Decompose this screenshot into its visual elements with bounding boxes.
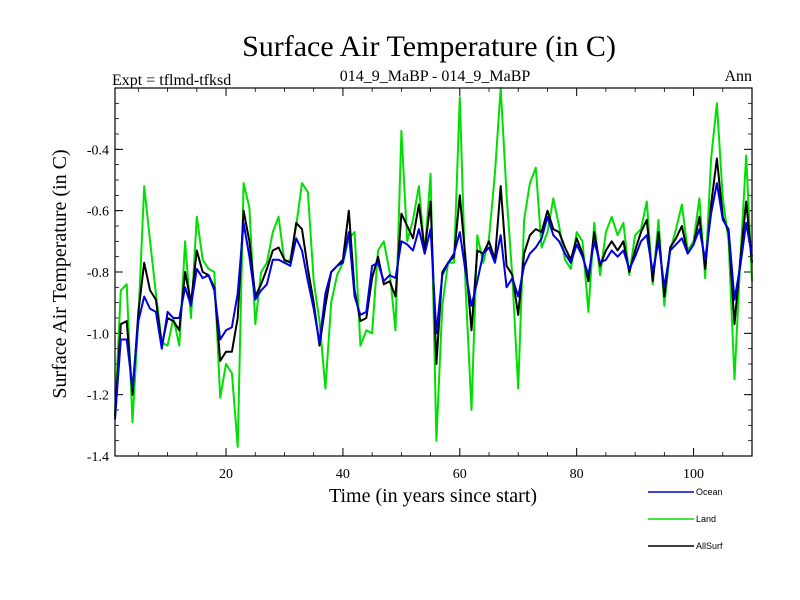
series-line-ocean (114, 182, 753, 420)
x-axis-title: Time (in years since start) (329, 485, 537, 507)
y-tick-label: -1.0 (87, 327, 109, 342)
legend: Ocean Land AllSurf (648, 487, 723, 551)
y-tick-label: -0.4 (87, 143, 109, 158)
legend-label-allsurf: AllSurf (696, 541, 723, 551)
legend-label-ocean: Ocean (696, 487, 723, 497)
y-tick-label: -1.4 (87, 450, 109, 465)
chart-title: Surface Air Temperature (in C) (242, 30, 616, 63)
series-group (114, 87, 753, 448)
x-tick-label: 60 (453, 467, 467, 482)
axis-tick-labels: -1.4 -1.2 -1.0 -0.8 -0.6 -0.4 20 40 60 80 100 (87, 143, 704, 482)
x-tick-label: 100 (683, 467, 704, 482)
y-tick-label: -1.2 (87, 389, 109, 404)
experiment-label: Expt = tflmd-tfksd (112, 72, 231, 89)
plot-frame (114, 87, 753, 457)
x-tick-label: 20 (219, 467, 233, 482)
y-tick-label: -0.6 (87, 205, 109, 220)
y-axis-title: Surface Air Temperature (in C) (49, 149, 71, 398)
x-tick-label: 40 (336, 467, 350, 482)
x-tick-label: 80 (570, 467, 584, 482)
season-label: Ann (724, 68, 752, 85)
legend-label-land: Land (696, 514, 716, 524)
period-label: 014_9_MaBP - 014_9_MaBP (340, 68, 531, 85)
y-tick-label: -0.8 (87, 266, 109, 281)
